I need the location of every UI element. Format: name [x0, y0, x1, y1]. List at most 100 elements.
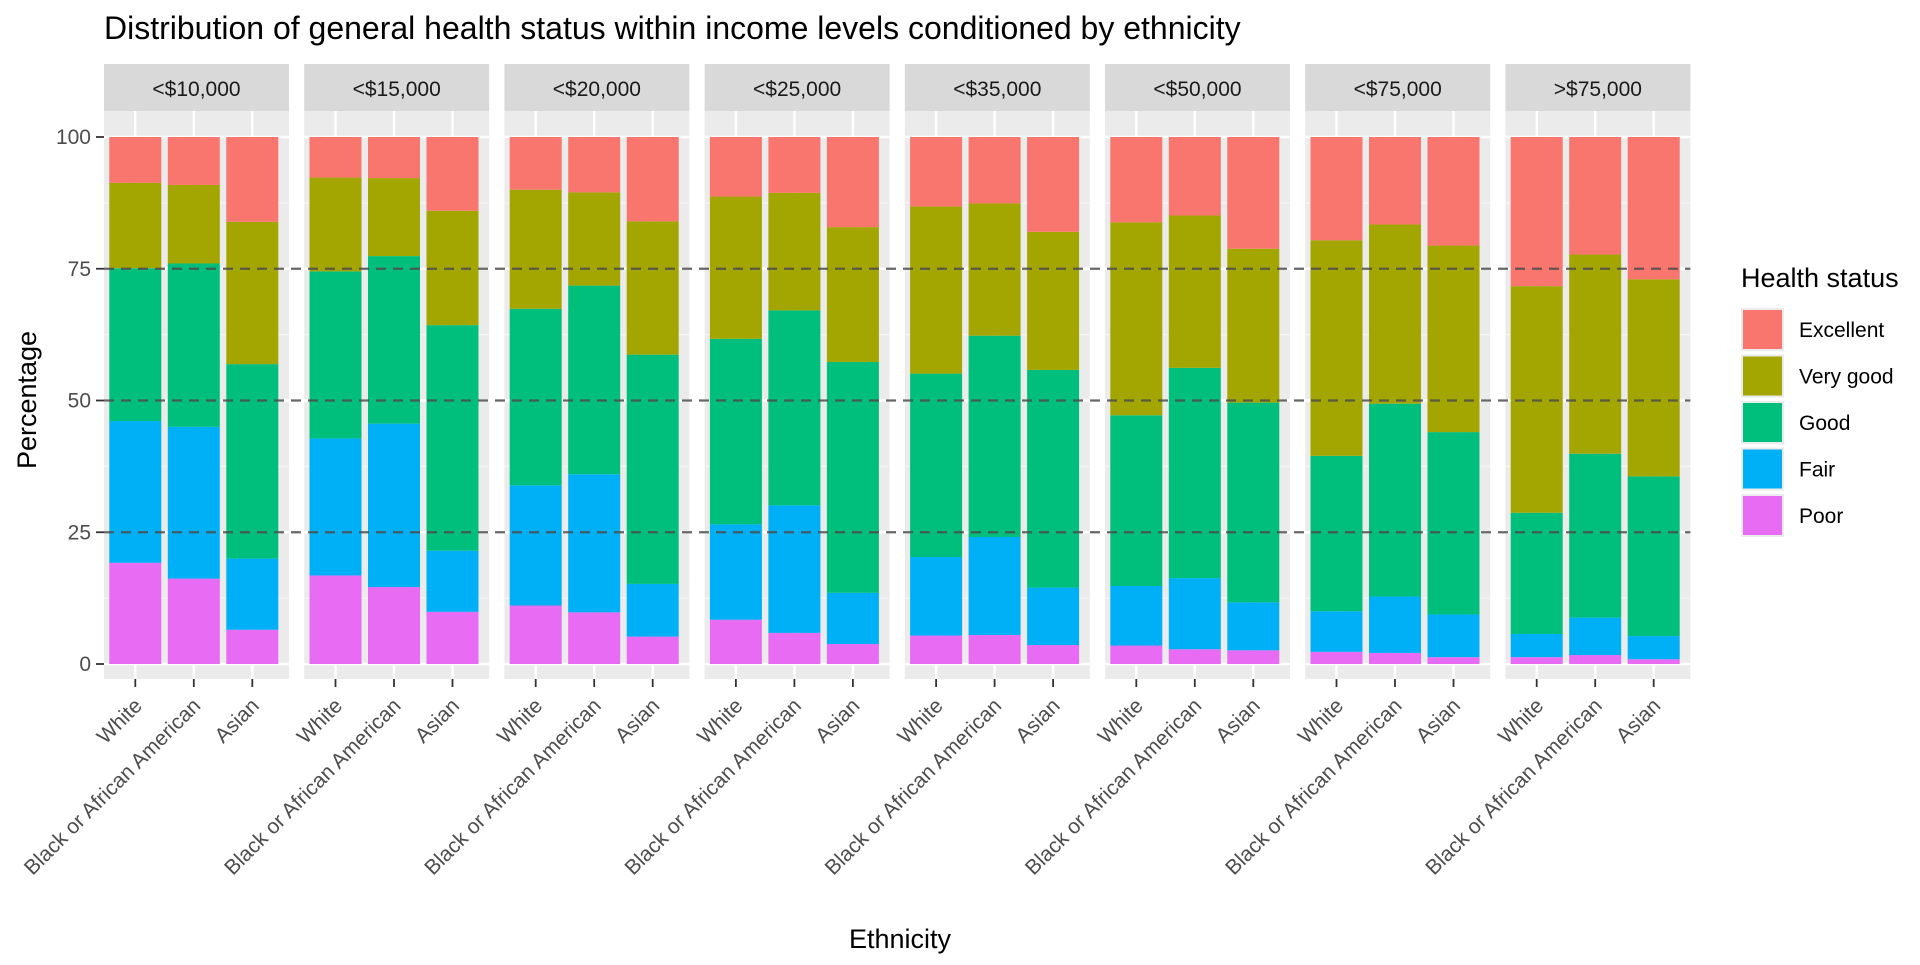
x-tick-label: Asian [1412, 694, 1465, 747]
bar-segment-fair-white [309, 438, 362, 576]
y-tick-label: 50 [68, 390, 91, 413]
bar-segment-good-black-or-african-american [1369, 403, 1421, 597]
y-tick-label: 100 [56, 126, 91, 149]
bar-segment-poor-black-or-african-american [1168, 649, 1221, 664]
bar-segment-fair-black-or-african-american [1569, 617, 1622, 656]
x-tick-label: Asian [411, 694, 464, 747]
bar-segment-poor-white [509, 605, 562, 664]
bar-segment-excellent-asian [1427, 137, 1480, 246]
bar-segment-very-good-black-or-african-american [768, 192, 821, 311]
bar-segment-good-asian [626, 354, 679, 584]
legend-label-very-good: Very good [1799, 366, 1894, 389]
bar-segment-poor-asian [226, 629, 279, 664]
bar-segment-fair-white [709, 524, 762, 620]
bar-segment-poor-black-or-african-american [1369, 652, 1421, 664]
bar-segment-good-white [509, 308, 562, 486]
bar-segment-good-black-or-african-american [1168, 367, 1221, 579]
legend-label-excellent: Excellent [1799, 319, 1884, 342]
bar-segment-poor-white [1110, 645, 1163, 664]
bar-segment-fair-white [109, 421, 162, 563]
legend-swatch-fair [1743, 449, 1782, 489]
bar-segment-very-good-white [309, 177, 362, 272]
facet-label: >$75,000 [1554, 78, 1642, 101]
bar-segment-good-white [309, 271, 362, 439]
bar-segment-fair-asian [1627, 636, 1680, 660]
bar-segment-excellent-black-or-african-american [368, 137, 420, 179]
bar-segment-good-black-or-african-american [1569, 453, 1622, 618]
bar-segment-excellent-asian [1027, 137, 1080, 232]
bar-segment-good-asian [826, 362, 879, 593]
bar-segment-very-good-white [509, 189, 562, 309]
bar-segment-excellent-white [1310, 137, 1363, 241]
x-tick-label: White [93, 694, 147, 748]
bar-segment-very-good-asian [1027, 231, 1080, 370]
bar-segment-excellent-white [509, 137, 562, 190]
bar-segment-fair-black-or-african-american [167, 426, 220, 579]
bar-segment-poor-asian [1027, 645, 1080, 664]
bar-segment-poor-asian [426, 611, 479, 664]
bar-segment-good-black-or-african-american [368, 256, 420, 424]
legend-title: Health status [1741, 263, 1899, 293]
facet-strip [304, 64, 490, 111]
x-tick-label: Asian [1612, 694, 1665, 747]
legend-swatch-very-good [1743, 356, 1782, 396]
bar-segment-fair-asian [626, 583, 679, 637]
y-axis: 0 25 50 75 100 [56, 126, 104, 676]
facet-strip [1105, 64, 1290, 111]
bar-segment-poor-asian [1227, 650, 1280, 664]
facet-label: <$50,000 [1153, 78, 1241, 101]
facet-strip [1305, 64, 1491, 111]
bar-segment-fair-asian [826, 592, 879, 644]
bar-segment-excellent-white [1510, 137, 1563, 287]
facet-label: <$10,000 [152, 78, 240, 101]
legend-label-poor: Poor [1799, 505, 1843, 528]
bar-segment-poor-black-or-african-american [167, 578, 220, 664]
bar-segment-fair-white [910, 557, 963, 636]
bar-segment-excellent-asian [826, 137, 879, 228]
bar-segment-very-good-asian [1227, 248, 1280, 403]
bar-segment-very-good-black-or-african-american [1168, 215, 1221, 368]
bar-segment-poor-black-or-african-american [968, 635, 1021, 664]
legend-swatch-poor [1743, 496, 1782, 535]
bar-segment-good-white [709, 338, 762, 525]
facet-strip [704, 64, 890, 111]
reference-lines [104, 267, 1691, 534]
bar-segment-poor-black-or-african-american [768, 632, 821, 664]
bar-segment-excellent-asian [1227, 137, 1280, 249]
bar-segment-very-good-asian [1627, 279, 1680, 477]
bar-segment-fair-white [1110, 586, 1163, 646]
bar-segment-very-good-asian [826, 227, 879, 363]
bar-segment-fair-black-or-african-american [368, 423, 420, 588]
bar-segment-good-white [109, 268, 162, 422]
bar-segment-very-good-asian [626, 221, 679, 355]
bar-segment-very-good-black-or-african-american [368, 178, 420, 257]
bar-segment-poor-white [1510, 657, 1563, 664]
x-tick-label: White [1094, 694, 1148, 748]
bar-segment-fair-white [1510, 633, 1563, 658]
bar-segment-fair-white [1310, 611, 1363, 652]
x-tick-label: Asian [1011, 694, 1064, 747]
x-tick-label: Asian [811, 694, 864, 747]
legend-swatch-good [1743, 403, 1782, 442]
bar-segment-good-asian [1027, 369, 1080, 588]
bar-segment-poor-asian [1627, 659, 1680, 664]
bar-segment-very-good-white [109, 182, 162, 269]
bar-segment-very-good-white [1110, 222, 1163, 416]
bar-segment-good-black-or-african-american [167, 263, 220, 427]
bar-segment-good-white [910, 373, 963, 558]
y-tick-label: 0 [79, 653, 91, 676]
bar-segment-excellent-asian [1627, 137, 1680, 280]
bar-segment-poor-black-or-african-american [1569, 655, 1622, 664]
facet-label: <$25,000 [753, 78, 841, 101]
bar-segment-fair-white [509, 485, 562, 606]
bar-segment-fair-black-or-african-american [968, 536, 1021, 636]
bar-segment-poor-white [309, 575, 362, 664]
x-tick-label: White [1294, 694, 1348, 748]
x-tick-label: White [893, 694, 947, 748]
bar-segment-very-good-white [910, 206, 963, 374]
bar-segment-fair-black-or-african-american [768, 505, 821, 633]
